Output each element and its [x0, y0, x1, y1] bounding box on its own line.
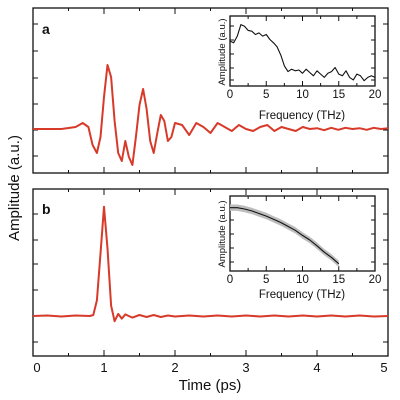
x-tick-label: 0 — [33, 360, 40, 375]
panel-b-inset-ylabel: Amplitude (a.u.) — [217, 200, 228, 267]
panel-a-inset-xlabel: Frequency (THz) — [259, 110, 345, 122]
y-axis-label: Amplitude (a.u.) — [6, 135, 23, 241]
inset-x-tick-label: 20 — [369, 274, 382, 286]
panel-a-inset-series-line — [229, 24, 376, 82]
panel-a: a 0 5 10 15 20 Frequency (THz) Amplitude (a.… — [32, 7, 389, 174]
inset-x-tick-label: 5 — [263, 89, 269, 101]
panel-a-ticks — [32, 8, 389, 173]
panel-a-label: a — [42, 21, 50, 37]
panel-a-series-line — [33, 64, 389, 166]
inset-x-tick-label: 10 — [296, 274, 309, 286]
inset-x-tick-label: 5 — [263, 274, 269, 286]
inset-x-tick-label: 10 — [296, 89, 309, 101]
x-tick-label: 1 — [100, 360, 107, 375]
panel-b-inset-ticks: 0 5 10 15 20 — [227, 196, 382, 286]
panel-a-inset: 0 5 10 15 20 Frequency (THz) Amplitude (a.u.… — [217, 15, 382, 122]
inset-x-tick-label: 15 — [332, 274, 345, 286]
panel-b-inset-xlabel: Frequency (THz) — [259, 289, 345, 301]
panel-b: b 0 5 10 15 20 Frequency (THz) Amplitude (a.… — [32, 188, 389, 357]
panel-a-inset-frame — [229, 15, 376, 87]
panel-a-inset-ticks: 0 5 10 15 20 — [227, 16, 382, 101]
inset-x-tick-label: 0 — [227, 89, 233, 101]
inset-x-tick-label: 20 — [369, 89, 382, 101]
panel-b-inset-series-line — [230, 207, 340, 265]
inset-x-tick-label: 15 — [332, 89, 345, 101]
panel-a-inset-ylabel: Amplitude (a.u.) — [217, 18, 228, 85]
panel-b-inset: 0 5 10 15 20 Frequency (THz) Amplitude (a.u.… — [217, 195, 382, 301]
x-tick-label: 2 — [171, 360, 178, 375]
panel-b-series-line — [32, 205, 389, 323]
panel-b-label: b — [42, 201, 51, 217]
main-x-axis-ticks: 0 1 2 3 4 5 — [33, 360, 387, 375]
x-tick-label: 4 — [313, 360, 320, 375]
panel-b-frame — [32, 188, 389, 357]
inset-x-tick-label: 0 — [227, 274, 233, 286]
panel-b-ticks — [32, 189, 389, 356]
panel-b-inset-uncertainty-band — [230, 204, 339, 268]
x-tick-label: 5 — [380, 360, 387, 375]
x-tick-label: 3 — [242, 360, 249, 375]
x-axis-label: Time (ps) — [179, 377, 242, 394]
